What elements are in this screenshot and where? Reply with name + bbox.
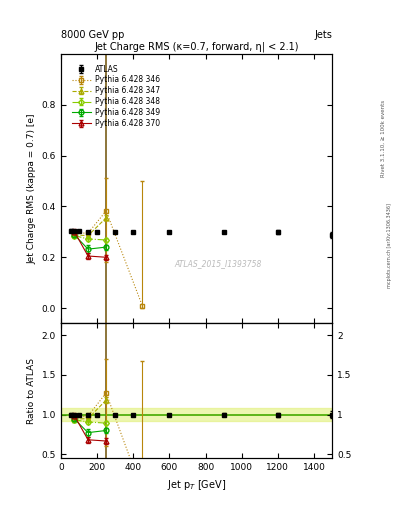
X-axis label: Jet p$_T$ [GeV]: Jet p$_T$ [GeV]: [167, 478, 226, 492]
Y-axis label: Jet Charge RMS (kappa = 0.7) [e]: Jet Charge RMS (kappa = 0.7) [e]: [27, 113, 36, 264]
Y-axis label: Ratio to ATLAS: Ratio to ATLAS: [27, 358, 36, 424]
Text: ATLAS_2015_I1393758: ATLAS_2015_I1393758: [174, 260, 262, 269]
Text: Rivet 3.1.10, ≥ 100k events: Rivet 3.1.10, ≥ 100k events: [381, 100, 386, 177]
Legend: ATLAS, Pythia 6.428 346, Pythia 6.428 347, Pythia 6.428 348, Pythia 6.428 349, P: ATLAS, Pythia 6.428 346, Pythia 6.428 34…: [70, 63, 161, 130]
Bar: [61, 408, 332, 421]
Title: Jet Charge RMS (κ=0.7, forward, η| < 2.1): Jet Charge RMS (κ=0.7, forward, η| < 2.1…: [94, 41, 299, 52]
Text: 8000 GeV pp: 8000 GeV pp: [61, 30, 124, 40]
Text: Jets: Jets: [314, 30, 332, 40]
Text: mcplots.cern.ch [arXiv:1306.3436]: mcplots.cern.ch [arXiv:1306.3436]: [387, 203, 392, 288]
